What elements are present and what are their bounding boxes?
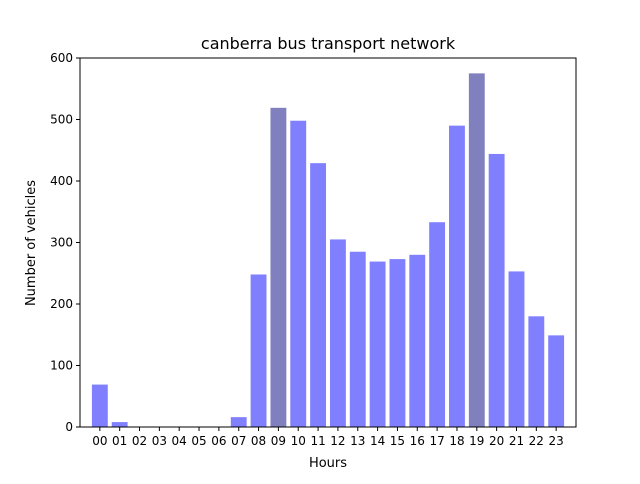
bar-07 (230, 417, 247, 427)
bar-20 (488, 153, 505, 427)
y-axis-ticks: 0 100 200 300 400 500 600 (50, 51, 80, 434)
x-tick-label: 07 (231, 434, 246, 448)
x-tick-label: 23 (549, 434, 564, 448)
x-tick-label: 15 (390, 434, 405, 448)
bar-08 (250, 274, 267, 427)
y-tick-label: 300 (50, 236, 73, 250)
bar-12 (329, 239, 346, 427)
bar-01 (111, 422, 128, 427)
x-tick-label: 19 (469, 434, 484, 448)
x-tick-label: 05 (191, 434, 206, 448)
x-tick-label: 01 (112, 434, 127, 448)
bar-23 (548, 335, 565, 427)
bar-14 (369, 261, 386, 427)
bar-18 (449, 125, 465, 428)
y-axis-label: Number of vehicles (24, 180, 39, 306)
chart-title: canberra bus transport network (201, 34, 456, 53)
bars (91, 73, 565, 428)
x-tick-label: 00 (92, 434, 107, 448)
x-tick-label: 13 (350, 434, 365, 448)
bar-10 (290, 120, 307, 427)
x-axis-label: Hours (309, 456, 347, 471)
x-tick-label: 03 (152, 434, 167, 448)
bar-00 (91, 384, 108, 427)
x-tick-label: 09 (271, 434, 286, 448)
x-tick-label: 12 (330, 434, 345, 448)
x-tick-label: 21 (509, 434, 524, 448)
bar-09 (270, 107, 287, 427)
bar-22 (528, 316, 545, 427)
x-tick-label: 04 (172, 434, 187, 448)
bar-13 (349, 251, 366, 427)
x-tick-label: 18 (449, 434, 464, 448)
y-tick-label: 0 (65, 420, 73, 434)
x-axis-ticks: 00 01 02 03 04 05 06 07 08 09 10 11 12 13 14 15 16 17 18 19… (92, 427, 564, 448)
x-tick-label: 08 (251, 434, 266, 448)
bar-16 (409, 254, 426, 427)
plot-frame (79, 57, 577, 428)
y-tick-label: 400 (50, 174, 73, 188)
x-tick-label: 17 (429, 434, 444, 448)
x-tick-label: 20 (489, 434, 504, 448)
y-tick-label: 600 (50, 51, 73, 65)
y-tick-label: 200 (50, 297, 73, 311)
bar-19 (468, 73, 485, 427)
x-tick-label: 02 (132, 434, 147, 448)
x-tick-label: 06 (211, 434, 226, 448)
y-tick-label: 500 (50, 113, 73, 127)
bar-15 (389, 259, 406, 427)
x-tick-label: 14 (370, 434, 385, 448)
x-tick-label: 11 (310, 434, 325, 448)
y-tick-label: 100 (50, 359, 73, 373)
x-tick-label: 16 (410, 434, 425, 448)
x-tick-label: 22 (529, 434, 544, 448)
bar-11 (310, 163, 327, 428)
bar-21 (508, 271, 525, 427)
bar-17 (429, 222, 446, 427)
x-tick-label: 10 (291, 434, 306, 448)
